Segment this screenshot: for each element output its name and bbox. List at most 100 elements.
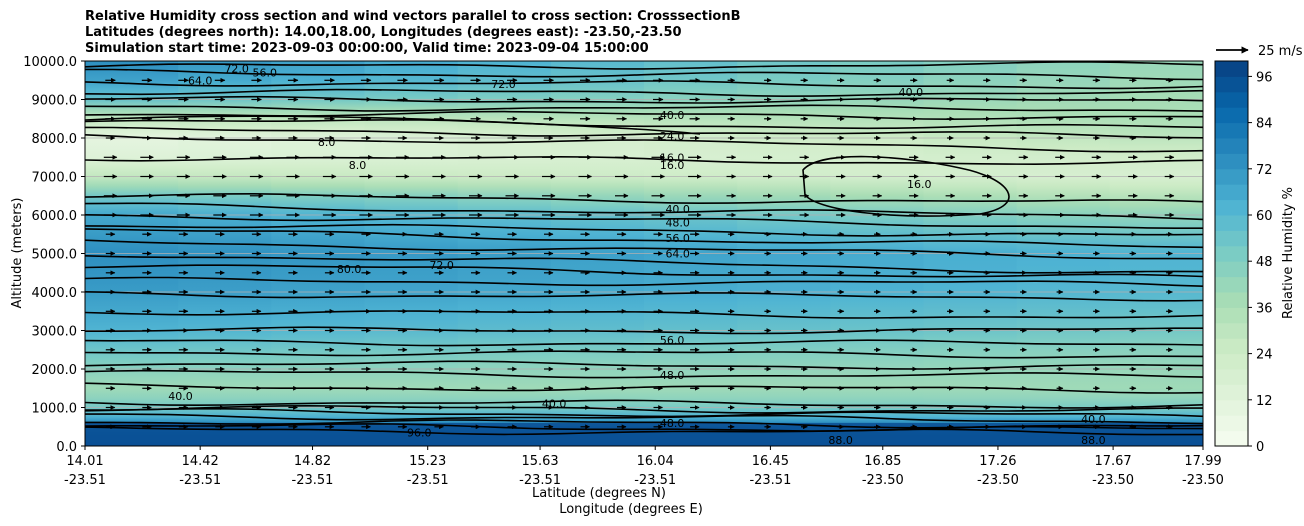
contour-line [85, 95, 1203, 104]
contour-line [85, 68, 1203, 81]
contour-line [85, 404, 1203, 414]
y-axis: 0.0 1000.0 2000.0 3000.0 4000.0 5000.0 6000.0 7… [23, 55, 85, 455]
contour-line [85, 192, 1203, 205]
contour-line [85, 88, 1203, 98]
contour-label: 80.0 [337, 263, 362, 276]
colorbar-segment [1215, 353, 1248, 370]
contour-label: 24.0 [660, 130, 685, 143]
colorbar-tick-label: 24 [1256, 348, 1273, 363]
contour-line [85, 80, 1203, 90]
colorbar-segment [1215, 292, 1248, 308]
contour-line [85, 276, 1203, 287]
contour-line [85, 369, 1203, 379]
x-tick-label-lon: -23.50 [977, 473, 1019, 488]
contour-label: 48.0 [660, 417, 685, 430]
contour-line [85, 310, 1203, 319]
contour-line [85, 61, 1203, 70]
x-tick-label-lat: 14.01 [66, 454, 103, 469]
quiver-key-label: 25 m/s [1258, 44, 1303, 59]
contour-label: 56.0 [253, 67, 278, 80]
x-tick-label-lat: 17.67 [1094, 454, 1131, 469]
x-tick-label-lon: -23.51 [64, 473, 106, 488]
colorbar-tick-label: 60 [1256, 209, 1273, 224]
contour-line [85, 239, 1203, 260]
contour-upper-dry [85, 115, 701, 135]
title-line-3: Simulation start time: 2023-09-03 00:00:… [85, 41, 649, 56]
colorbar: 0 12 24 36 48 60 72 84 96 [1214, 60, 1273, 455]
x-tick-label-lat: 17.99 [1184, 454, 1221, 469]
colorbar-segment [1215, 61, 1248, 77]
x-axis-label-lon: Longitude (degrees E) [559, 502, 703, 517]
colorbar-segment [1215, 384, 1248, 401]
rh-contour-lines [85, 61, 1203, 436]
contour-line [85, 339, 1203, 347]
contour-label: 40.0 [665, 203, 690, 216]
x-tick-label-lon: -23.51 [179, 473, 221, 488]
contour-label: 48.0 [660, 369, 685, 382]
x-axis: 14.01 -23.51 14.42 -23.51 14.82 -23.51 15.23 -2… [64, 446, 1224, 488]
colorbar-tick-label: 84 [1256, 117, 1273, 132]
y-tick-label: 9000.0 [32, 94, 78, 109]
wind-vectors [103, 77, 1175, 430]
colorbar-segment [1215, 122, 1248, 139]
gridlines [85, 61, 1203, 446]
colorbar-segment [1215, 76, 1248, 93]
contour-line [85, 423, 1203, 432]
x-tick-label-lon: -23.50 [1092, 473, 1134, 488]
contour-line [85, 326, 1203, 335]
colorbar-tick-label: 0 [1256, 440, 1264, 455]
contour-label: 64.0 [665, 248, 690, 261]
colorbar-segment [1215, 276, 1248, 293]
contour-label: 8.0 [349, 159, 367, 172]
contour-line [85, 291, 1203, 302]
contour-line [85, 264, 1203, 278]
contour-label: 56.0 [660, 334, 685, 347]
x-tick-label-lat: 14.42 [182, 454, 219, 469]
colorbar-segment [1215, 338, 1248, 355]
colorbar-segment [1215, 199, 1248, 216]
contour-label: 72.0 [429, 259, 454, 272]
contour-line [85, 214, 1203, 229]
colorbar-segment [1215, 261, 1248, 278]
contour-line [85, 104, 1203, 112]
x-tick-label-lat: 14.82 [294, 454, 331, 469]
y-tick-label: 4000.0 [32, 286, 78, 301]
contour-label: 40.0 [660, 109, 685, 122]
y-axis-label: Altitude (meters) [10, 198, 25, 309]
x-tick-label-lon: -23.51 [749, 473, 791, 488]
colorbar-tick-label: 12 [1256, 394, 1273, 409]
colorbar-segment [1215, 184, 1248, 201]
colorbar-segment [1215, 91, 1248, 108]
contour-line [85, 399, 1203, 409]
y-tick-label: 1000.0 [32, 402, 78, 417]
colorbar-tick-label: 36 [1256, 301, 1273, 316]
x-tick-label-lat: 15.23 [409, 454, 446, 469]
contour-label: 72.0 [224, 63, 249, 76]
contour-line [85, 360, 1203, 370]
contour-line [85, 350, 1203, 359]
contour-line [85, 202, 1203, 221]
contour-label: 72.0 [491, 78, 516, 91]
y-tick-label: 6000.0 [32, 209, 78, 224]
contour-label: 40.0 [899, 86, 924, 99]
colorbar-segment [1215, 245, 1248, 262]
contour-line [85, 413, 1203, 425]
contour-line [85, 155, 1203, 166]
colorbar-segment [1215, 153, 1248, 170]
contour-label: 88.0 [1081, 434, 1106, 447]
x-tick-label-lon: -23.51 [519, 473, 561, 488]
colorbar-segment [1215, 215, 1248, 231]
contour-label: 40.0 [168, 390, 193, 403]
contour-line [85, 126, 1203, 139]
contour-line [85, 134, 1203, 153]
colorbar-segment [1215, 138, 1248, 154]
x-tick-label-lat: 17.26 [979, 454, 1016, 469]
colorbar-segment [1215, 430, 1248, 447]
contour-label: 8.0 [318, 136, 336, 149]
x-tick-label-lon: -23.51 [634, 473, 676, 488]
y-tick-label: 10000.0 [23, 55, 77, 70]
contour-label: 40.0 [542, 398, 567, 411]
colorbar-frame [1214, 60, 1249, 447]
x-tick-label-lon: -23.51 [407, 473, 449, 488]
